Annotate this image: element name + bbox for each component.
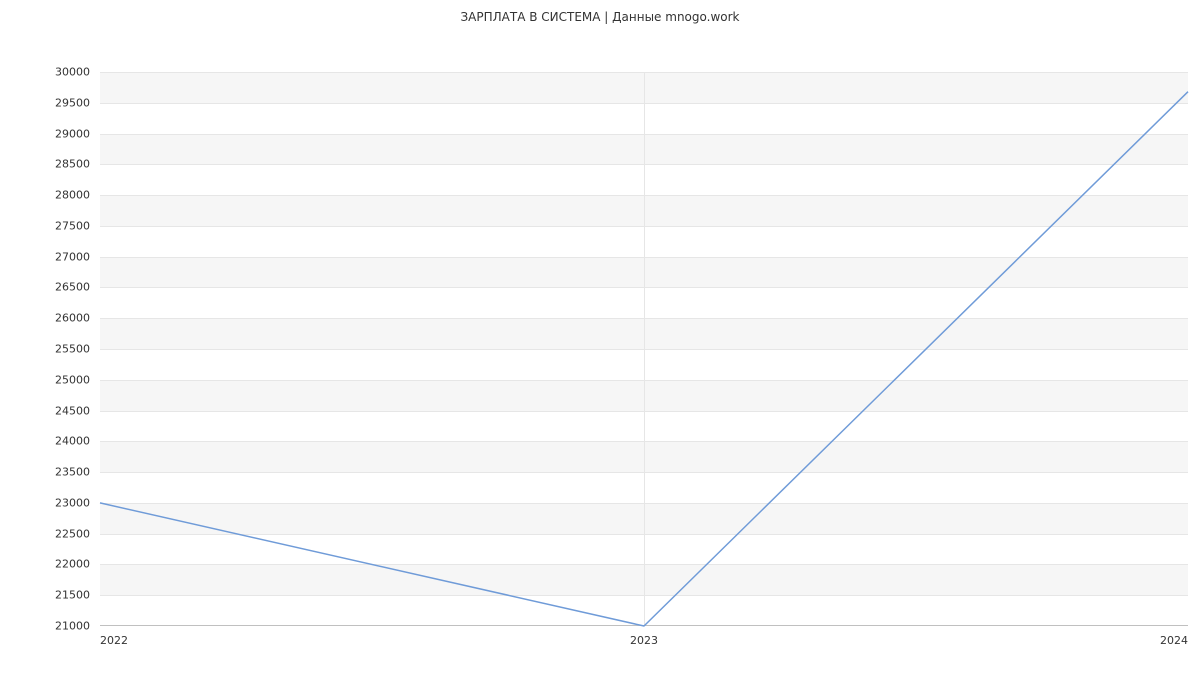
y-tick-label: 29000 (40, 127, 90, 140)
y-tick-label: 28500 (40, 158, 90, 171)
y-tick-label: 21500 (40, 589, 90, 602)
y-tick-label: 21000 (40, 620, 90, 633)
x-tick-label: 2022 (100, 634, 128, 647)
y-tick-label: 30000 (40, 66, 90, 79)
y-tick-label: 27500 (40, 219, 90, 232)
y-tick-label: 24500 (40, 404, 90, 417)
y-tick-label: 23500 (40, 466, 90, 479)
x-tick-label: 2023 (630, 634, 658, 647)
y-tick-label: 25000 (40, 373, 90, 386)
x-tick-label: 2024 (1160, 634, 1188, 647)
y-tick-label: 26000 (40, 312, 90, 325)
plot-area (100, 72, 1188, 626)
chart-title: ЗАРПЛАТА В СИСТЕМА | Данные mnogo.work (0, 0, 1200, 24)
y-tick-label: 24000 (40, 435, 90, 448)
y-tick-label: 22000 (40, 558, 90, 571)
series-line-salary (100, 92, 1188, 626)
y-tick-label: 26500 (40, 281, 90, 294)
y-tick-label: 28000 (40, 189, 90, 202)
y-tick-label: 27000 (40, 250, 90, 263)
y-tick-label: 25500 (40, 343, 90, 356)
y-tick-label: 29500 (40, 96, 90, 109)
y-tick-label: 23000 (40, 496, 90, 509)
y-tick-label: 22500 (40, 527, 90, 540)
series-layer (100, 72, 1188, 626)
chart-container: 21000 21500 22000 22500 23000 23500 24000 24500… (0, 24, 1200, 674)
